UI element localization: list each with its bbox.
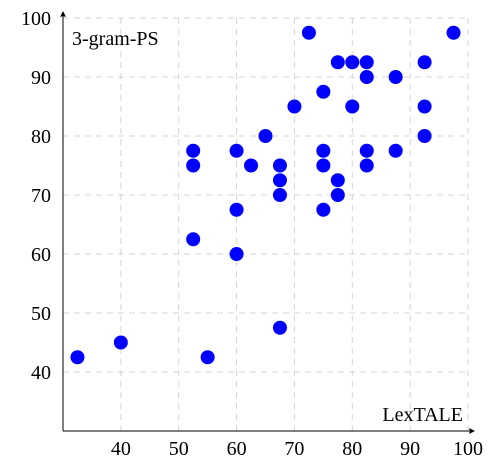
x-tick-label: 100 <box>453 438 483 459</box>
y-tick-label: 90 <box>31 67 51 89</box>
y-tick-label: 40 <box>31 362 51 384</box>
x-tick-label: 80 <box>342 438 362 459</box>
y-tick-label: 60 <box>31 244 51 266</box>
data-point <box>359 143 374 158</box>
y-tick-label: 80 <box>31 126 51 148</box>
data-point <box>330 173 345 188</box>
data-point <box>229 202 244 217</box>
data-point <box>244 158 259 173</box>
data-point <box>70 350 85 365</box>
x-tick-label: 90 <box>400 438 420 459</box>
data-point <box>388 70 403 84</box>
data-point <box>417 55 432 70</box>
data-point <box>316 84 331 99</box>
data-point <box>229 247 244 261</box>
y-axis-label: 3-gram-PS <box>72 28 159 50</box>
y-axis-arrow-icon <box>60 11 66 17</box>
tick-labels: 40 50 60 70 80 90 100 40 50 60 70 80 90 100 <box>21 8 483 459</box>
x-axis-arrow-icon <box>469 428 475 434</box>
x-tick-label: 50 <box>169 438 189 459</box>
x-axis-label: LexTALE <box>382 404 463 426</box>
data-point <box>446 25 461 40</box>
data-point <box>186 232 201 247</box>
data-point <box>272 188 287 202</box>
data-point <box>229 143 244 158</box>
x-tick-label: 40 <box>111 438 131 459</box>
data-point <box>186 158 201 173</box>
data-point <box>316 202 331 217</box>
data-point <box>359 158 374 173</box>
x-tick-label: 60 <box>227 438 247 459</box>
grid <box>63 17 469 431</box>
data-point <box>272 158 287 173</box>
data-point <box>330 55 345 70</box>
data-point <box>316 158 331 173</box>
data-point <box>330 188 345 202</box>
data-point <box>272 173 287 188</box>
data-point <box>316 143 331 158</box>
axes <box>60 11 475 434</box>
data-points <box>70 25 461 365</box>
x-tick-label: 70 <box>284 438 304 459</box>
data-point <box>359 55 374 70</box>
data-point <box>345 99 360 114</box>
data-point <box>359 70 374 84</box>
data-point <box>388 143 403 158</box>
data-point <box>258 129 273 143</box>
y-tick-label: 100 <box>21 8 51 30</box>
data-point <box>417 129 432 143</box>
data-point <box>113 335 128 350</box>
data-point <box>200 350 215 365</box>
data-point <box>345 55 360 70</box>
data-point <box>186 143 201 158</box>
data-point <box>287 99 302 114</box>
y-tick-label: 50 <box>31 303 51 325</box>
data-point <box>272 320 287 335</box>
y-tick-label: 70 <box>31 185 51 207</box>
data-point <box>301 25 316 40</box>
data-point <box>417 99 432 114</box>
